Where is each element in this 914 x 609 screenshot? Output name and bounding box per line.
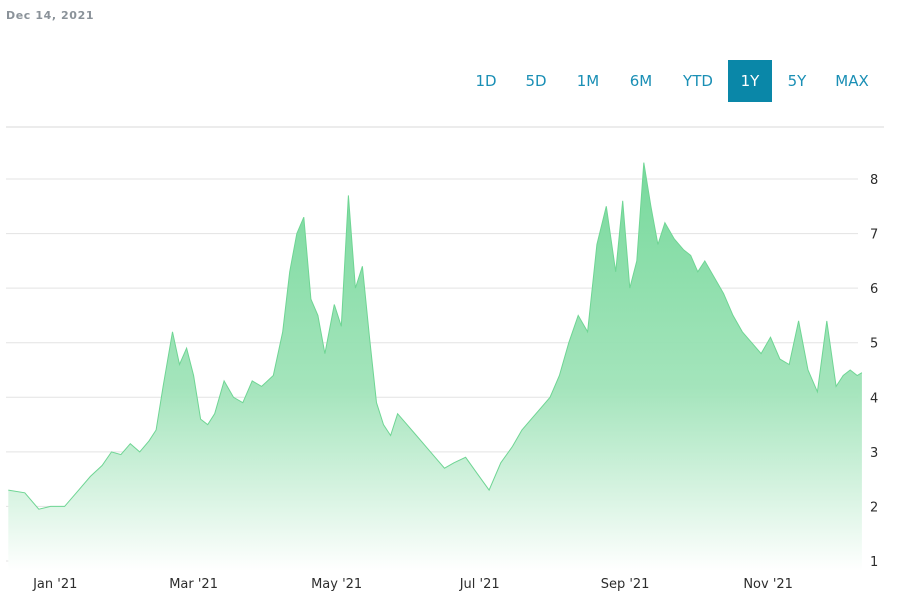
price-area	[8, 162, 862, 571]
range-button-5y[interactable]: 5Y	[787, 72, 807, 90]
x-tick-label: Jul '21	[459, 577, 500, 592]
range-button-6m[interactable]: 6M	[629, 72, 653, 90]
y-tick-label: 1	[870, 555, 878, 570]
y-tick-label: 5	[870, 337, 878, 352]
x-tick-label: Jan '21	[32, 577, 77, 592]
y-tick-label: 2	[870, 500, 878, 515]
chart-date-label: Dec 14, 2021	[6, 9, 95, 22]
y-tick-label: 4	[870, 391, 878, 406]
range-button-1d[interactable]: 1D	[475, 72, 497, 90]
price-line	[8, 162, 863, 510]
y-tick-label: 8	[870, 173, 878, 188]
y-axis-ticks: 1 2 3 4 5 6 7 8	[870, 173, 878, 570]
range-button-ytd[interactable]: YTD	[683, 72, 713, 90]
y-tick-label: 6	[870, 282, 878, 297]
y-tick-label: 3	[870, 446, 878, 461]
x-tick-label: Nov '21	[743, 577, 793, 592]
x-tick-label: May '21	[311, 577, 362, 592]
range-button-1m[interactable]: 1M	[576, 72, 600, 90]
range-button-max[interactable]: MAX	[835, 72, 869, 90]
area-series	[8, 162, 863, 571]
range-button-5d[interactable]: 5D	[525, 72, 547, 90]
x-tick-label: Sep '21	[601, 577, 650, 592]
x-axis-ticks: Jan '21 Mar '21 May '21 Jul '21 Sep '21 Nov '…	[32, 577, 793, 592]
range-button-1y[interactable]: 1Y	[728, 60, 772, 102]
y-tick-label: 7	[870, 228, 878, 243]
range-selector: 1D 5D 1M 6M YTD 1Y 5Y MAX	[462, 60, 882, 102]
x-tick-label: Mar '21	[169, 577, 218, 592]
